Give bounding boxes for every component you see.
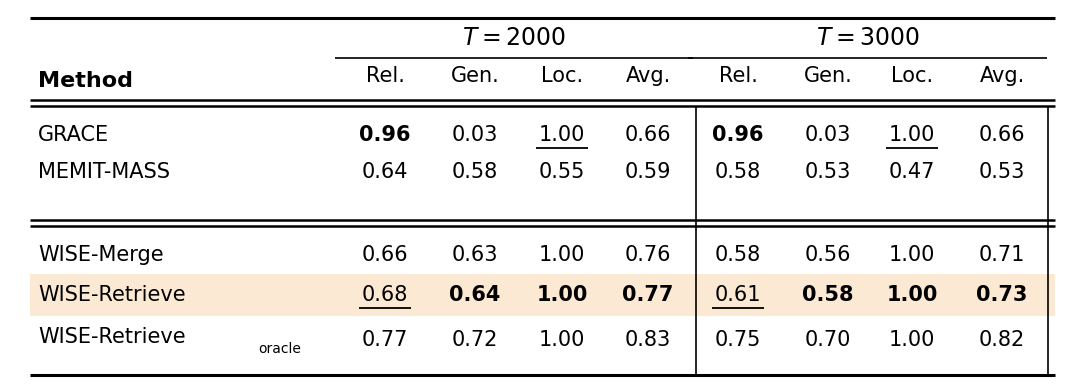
Text: 0.58: 0.58 <box>451 162 498 182</box>
Text: 0.68: 0.68 <box>362 285 408 305</box>
Text: 0.59: 0.59 <box>624 162 672 182</box>
Text: 0.76: 0.76 <box>624 245 672 265</box>
Text: 0.96: 0.96 <box>360 125 410 145</box>
Text: 0.83: 0.83 <box>625 330 671 350</box>
Text: WISE-Merge: WISE-Merge <box>38 245 164 265</box>
Text: Loc.: Loc. <box>891 66 933 86</box>
Text: 1.00: 1.00 <box>539 330 585 350</box>
Text: 0.53: 0.53 <box>805 162 851 182</box>
Text: 0.58: 0.58 <box>715 162 761 182</box>
Text: 0.61: 0.61 <box>715 285 761 305</box>
Text: 0.75: 0.75 <box>715 330 761 350</box>
Text: 1.00: 1.00 <box>887 285 937 305</box>
Text: Loc.: Loc. <box>541 66 583 86</box>
Text: Rel.: Rel. <box>365 66 404 86</box>
Text: WISE-Retrieve: WISE-Retrieve <box>38 327 186 347</box>
Text: Gen.: Gen. <box>804 66 852 86</box>
Text: 0.55: 0.55 <box>539 162 585 182</box>
Text: 0.64: 0.64 <box>362 162 408 182</box>
Text: 0.58: 0.58 <box>715 245 761 265</box>
Text: Method: Method <box>38 71 133 91</box>
Text: 1.00: 1.00 <box>889 125 935 145</box>
Text: 0.03: 0.03 <box>451 125 498 145</box>
Text: GRACE: GRACE <box>38 125 109 145</box>
Text: 0.70: 0.70 <box>805 330 851 350</box>
Text: Gen.: Gen. <box>450 66 499 86</box>
Text: oracle: oracle <box>258 342 301 356</box>
Text: 0.71: 0.71 <box>978 245 1025 265</box>
Text: 0.77: 0.77 <box>362 330 408 350</box>
Text: 0.03: 0.03 <box>805 125 851 145</box>
Text: 0.56: 0.56 <box>805 245 851 265</box>
Text: 0.63: 0.63 <box>451 245 498 265</box>
Text: 0.53: 0.53 <box>978 162 1025 182</box>
Text: $T = 3000$: $T = 3000$ <box>815 26 919 50</box>
Text: MEMIT-MASS: MEMIT-MASS <box>38 162 170 182</box>
Text: Avg.: Avg. <box>625 66 671 86</box>
Text: 0.58: 0.58 <box>802 285 854 305</box>
Text: 1.00: 1.00 <box>889 330 935 350</box>
Text: 0.66: 0.66 <box>978 125 1025 145</box>
Text: 0.66: 0.66 <box>624 125 672 145</box>
Text: 1.00: 1.00 <box>539 245 585 265</box>
Text: 1.00: 1.00 <box>537 285 588 305</box>
Text: 0.47: 0.47 <box>889 162 935 182</box>
Text: Avg.: Avg. <box>980 66 1025 86</box>
Text: WISE-Retrieve: WISE-Retrieve <box>38 285 186 305</box>
Text: 0.96: 0.96 <box>712 125 764 145</box>
Text: 0.77: 0.77 <box>622 285 674 305</box>
Text: 0.66: 0.66 <box>362 245 408 265</box>
Text: 0.72: 0.72 <box>451 330 498 350</box>
Text: 0.73: 0.73 <box>976 285 1028 305</box>
Text: Rel.: Rel. <box>718 66 757 86</box>
Text: 1.00: 1.00 <box>539 125 585 145</box>
Text: 0.64: 0.64 <box>449 285 501 305</box>
Text: 1.00: 1.00 <box>889 245 935 265</box>
Bar <box>30 274 1055 316</box>
Text: 0.82: 0.82 <box>978 330 1025 350</box>
Text: $T = 2000$: $T = 2000$ <box>462 26 566 50</box>
